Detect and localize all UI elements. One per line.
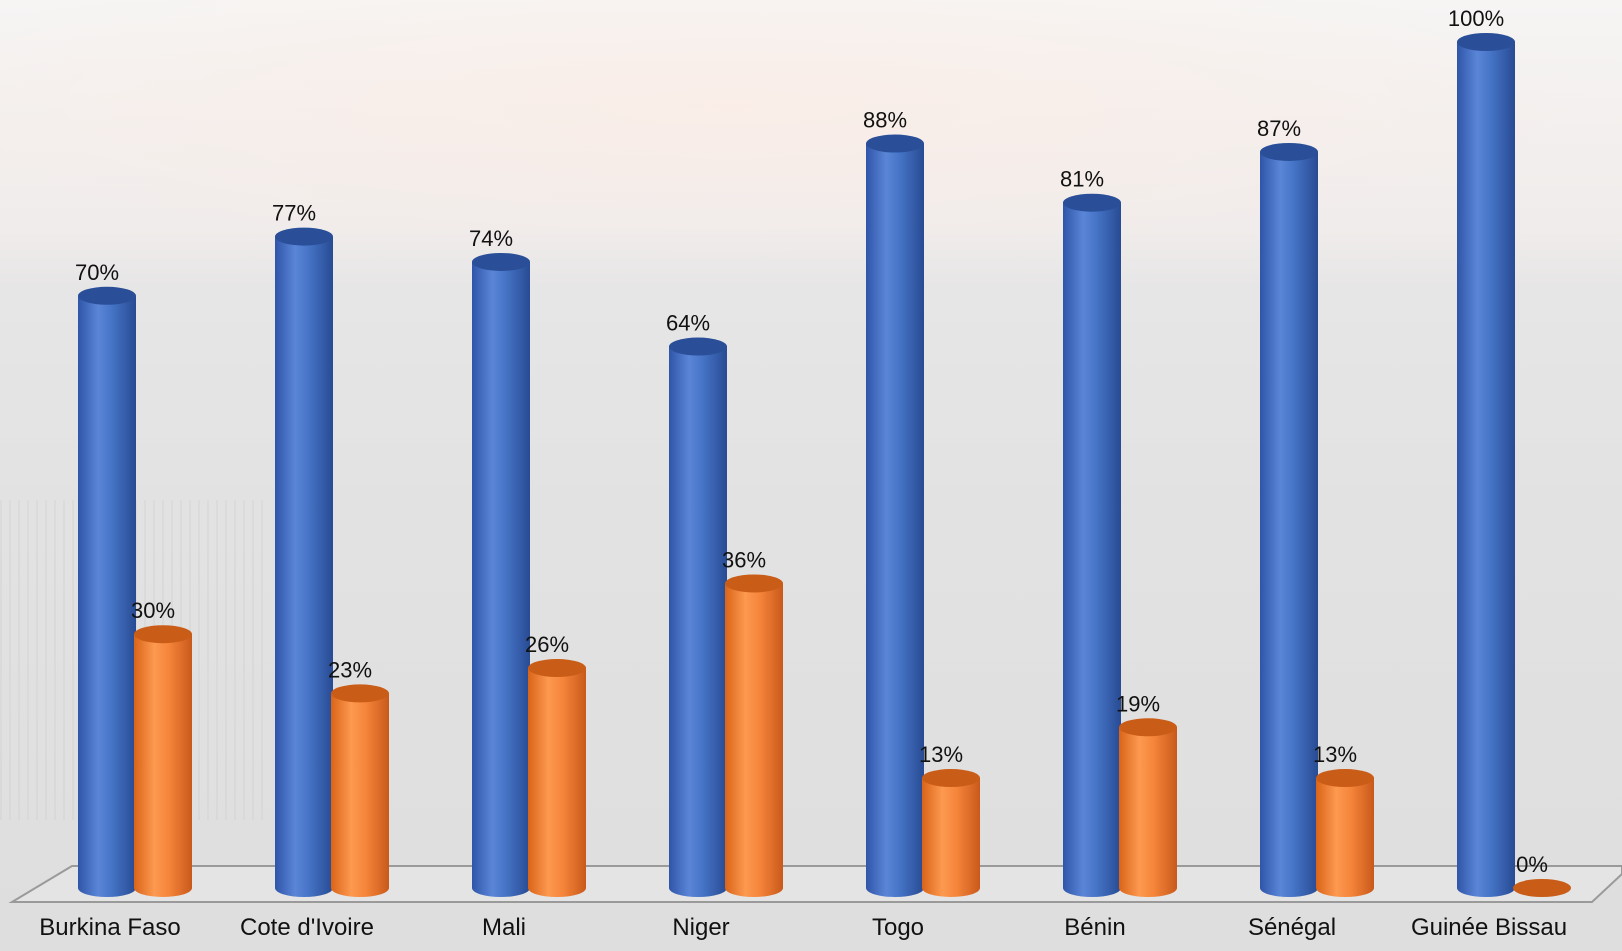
category-label: Togo [872, 914, 924, 941]
data-label: 77% [272, 201, 316, 226]
bar-top [472, 252, 530, 271]
bar-top [1316, 769, 1374, 788]
data-label: 30% [131, 598, 175, 623]
category-label: Burkina Faso [39, 914, 180, 941]
data-label: 74% [469, 226, 513, 251]
bar-top [331, 684, 389, 703]
data-label: 26% [525, 632, 569, 657]
bar-orange-3 [725, 574, 783, 897]
bar-body [1119, 727, 1177, 897]
background-haze [0, 0, 1622, 260]
bar-orange-1 [331, 684, 389, 897]
bar-body [669, 346, 727, 897]
category-label: Guinée Bissau [1411, 914, 1567, 941]
bar-blue-2 [472, 252, 530, 898]
bar-body [134, 634, 192, 897]
bar-top [1119, 718, 1177, 737]
data-label: 70% [75, 260, 119, 285]
bar-blue-4 [866, 134, 924, 897]
bar-orange-6 [1316, 769, 1374, 897]
bar-blue-7 [1457, 33, 1515, 897]
bar-orange-2 [528, 659, 586, 897]
bar-body [78, 295, 136, 897]
category-label: Niger [672, 914, 729, 941]
bar-top [922, 769, 980, 788]
chart-floor [8, 865, 1622, 903]
bar-top [669, 337, 727, 356]
bar-top [1513, 879, 1571, 897]
bar-top [134, 625, 192, 644]
bar-body [528, 668, 586, 897]
bar-top [275, 227, 333, 246]
bar-body [1457, 42, 1515, 897]
category-label: Cote d'Ivoire [240, 914, 374, 941]
bar-body [472, 261, 530, 898]
bar-body [922, 778, 980, 897]
bar-top [1260, 142, 1318, 161]
data-label: 0% [1516, 852, 1548, 877]
bar-orange-5 [1119, 718, 1177, 897]
data-label: 100% [1448, 6, 1504, 31]
category-label: Bénin [1064, 914, 1125, 941]
bar-body [725, 583, 783, 897]
data-label: 36% [722, 547, 766, 572]
bar-top [528, 659, 586, 678]
data-label: 13% [919, 742, 963, 767]
bar-top [866, 134, 924, 153]
bar-blue-0 [78, 286, 136, 897]
data-label: 19% [1116, 691, 1160, 716]
bar-body [331, 693, 389, 897]
bar-orange-0 [134, 625, 192, 897]
category-label: Sénégal [1248, 914, 1336, 941]
data-label: 88% [863, 108, 907, 133]
data-label: 23% [328, 657, 372, 682]
bar-blue-6 [1260, 142, 1318, 898]
bar-body [1316, 778, 1374, 897]
bar-blue-1 [275, 227, 333, 897]
bar-top [1063, 193, 1121, 212]
data-label: 87% [1257, 116, 1301, 141]
bar-top [78, 286, 136, 305]
bar-body [1063, 202, 1121, 898]
bar-body [866, 143, 924, 897]
bar-body [275, 236, 333, 897]
bar-orange-7 [1513, 879, 1571, 897]
data-label: 64% [666, 311, 710, 336]
bar-blue-5 [1063, 193, 1121, 898]
bar-top [1457, 33, 1515, 51]
bar-top [725, 574, 783, 593]
category-label: Mali [482, 914, 526, 941]
bar-orange-4 [922, 769, 980, 897]
bar-blue-3 [669, 337, 727, 897]
data-label: 13% [1313, 742, 1357, 767]
bar-body [1260, 151, 1318, 898]
data-label: 81% [1060, 167, 1104, 192]
